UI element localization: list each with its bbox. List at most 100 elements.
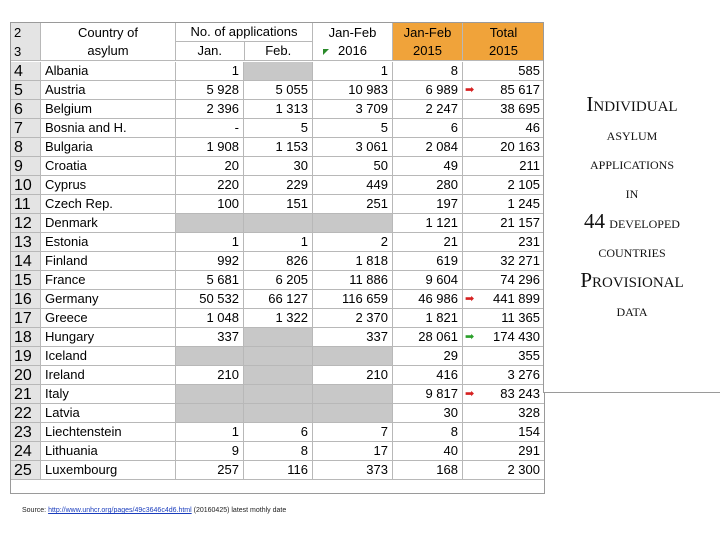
country-cell[interactable]: Italy xyxy=(41,385,176,404)
row-number[interactable]: 19 xyxy=(11,347,41,366)
janfeb-2016-cell[interactable]: 449 xyxy=(313,176,393,195)
country-cell[interactable]: Germany xyxy=(41,290,176,309)
janfeb-2015-cell[interactable]: 2 247 xyxy=(393,100,463,119)
feb-cell[interactable]: 1 xyxy=(244,233,313,252)
country-cell[interactable]: Albania xyxy=(41,62,176,81)
total-2015-cell[interactable]: 83 243 xyxy=(463,385,544,404)
total-2015-cell[interactable]: 154 xyxy=(463,423,544,442)
row-number[interactable]: 16 xyxy=(11,290,41,309)
jan-cell[interactable] xyxy=(176,404,244,423)
row-number-header[interactable]: 2 3 xyxy=(11,23,41,61)
row-number[interactable]: 14 xyxy=(11,252,41,271)
total-2015-cell[interactable]: 328 xyxy=(463,404,544,423)
janfeb-2016-cell[interactable]: 11 886 xyxy=(313,271,393,290)
row-number[interactable]: 10 xyxy=(11,176,41,195)
total-2015-cell[interactable]: 174 430 xyxy=(463,328,544,347)
country-cell[interactable]: Lithuania xyxy=(41,442,176,461)
jan-cell[interactable]: 992 xyxy=(176,252,244,271)
total-2015-cell[interactable]: 32 271 xyxy=(463,252,544,271)
country-header[interactable]: Country of asylum xyxy=(41,23,176,61)
janfeb-2015-cell[interactable]: 8 xyxy=(393,423,463,442)
jan-cell[interactable]: 1 908 xyxy=(176,138,244,157)
janfeb-2015-cell[interactable]: 416 xyxy=(393,366,463,385)
country-cell[interactable]: Belgium xyxy=(41,100,176,119)
country-cell[interactable]: Luxembourg xyxy=(41,461,176,480)
country-cell[interactable]: Bulgaria xyxy=(41,138,176,157)
total-2015-cell[interactable]: 46 xyxy=(463,119,544,138)
row-number[interactable]: 12 xyxy=(11,214,41,233)
row-number[interactable]: 8 xyxy=(11,138,41,157)
row-number[interactable]: 11 xyxy=(11,195,41,214)
janfeb-2016-cell[interactable]: 1 xyxy=(313,62,393,81)
row-number[interactable]: 17 xyxy=(11,309,41,328)
row-number[interactable]: 22 xyxy=(11,404,41,423)
feb-header[interactable]: Feb. xyxy=(265,43,292,58)
janfeb-2016-cell[interactable]: 50 xyxy=(313,157,393,176)
janfeb-2015-cell[interactable]: 8 xyxy=(393,62,463,81)
feb-cell[interactable]: 5 xyxy=(244,119,313,138)
janfeb-2015-cell[interactable]: 280 xyxy=(393,176,463,195)
applications-header[interactable]: No. of applications Jan. Feb. xyxy=(176,23,313,61)
janfeb-2015-cell[interactable]: 46 986 xyxy=(393,290,463,309)
feb-cell[interactable] xyxy=(244,347,313,366)
total-2015-header[interactable]: Total 2015 xyxy=(463,23,544,61)
feb-cell[interactable]: 30 xyxy=(244,157,313,176)
row-number[interactable]: 5 xyxy=(11,81,41,100)
feb-cell[interactable] xyxy=(244,404,313,423)
row-number[interactable]: 21 xyxy=(11,385,41,404)
total-2015-cell[interactable]: 585 xyxy=(463,62,544,81)
janfeb-2016-cell[interactable]: 17 xyxy=(313,442,393,461)
janfeb-2016-header[interactable]: Jan-Feb 2016 xyxy=(313,23,393,61)
country-cell[interactable]: Iceland xyxy=(41,347,176,366)
jan-cell[interactable]: 1 xyxy=(176,62,244,81)
total-2015-cell[interactable]: 85 617 xyxy=(463,81,544,100)
janfeb-2016-cell[interactable]: 10 983 xyxy=(313,81,393,100)
country-cell[interactable]: France xyxy=(41,271,176,290)
total-2015-cell[interactable]: 11 365 xyxy=(463,309,544,328)
janfeb-2016-cell[interactable]: 337 xyxy=(313,328,393,347)
country-cell[interactable]: Denmark xyxy=(41,214,176,233)
jan-cell[interactable]: 20 xyxy=(176,157,244,176)
country-cell[interactable]: Bosnia and H. xyxy=(41,119,176,138)
jan-cell[interactable]: 5 928 xyxy=(176,81,244,100)
feb-cell[interactable]: 8 xyxy=(244,442,313,461)
janfeb-2015-cell[interactable]: 49 xyxy=(393,157,463,176)
country-cell[interactable]: Hungary xyxy=(41,328,176,347)
janfeb-2016-cell[interactable]: 2 xyxy=(313,233,393,252)
total-2015-cell[interactable]: 231 xyxy=(463,233,544,252)
janfeb-2016-cell[interactable] xyxy=(313,347,393,366)
feb-cell[interactable]: 6 xyxy=(244,423,313,442)
janfeb-2015-cell[interactable]: 9 604 xyxy=(393,271,463,290)
total-2015-cell[interactable]: 74 296 xyxy=(463,271,544,290)
total-2015-cell[interactable]: 1 245 xyxy=(463,195,544,214)
feb-cell[interactable] xyxy=(244,214,313,233)
jan-cell[interactable]: 210 xyxy=(176,366,244,385)
country-cell[interactable]: Czech Rep. xyxy=(41,195,176,214)
row-number[interactable]: 9 xyxy=(11,157,41,176)
jan-cell[interactable]: 9 xyxy=(176,442,244,461)
janfeb-2016-cell[interactable] xyxy=(313,404,393,423)
row-number[interactable]: 15 xyxy=(11,271,41,290)
jan-cell[interactable]: 337 xyxy=(176,328,244,347)
janfeb-2016-cell[interactable] xyxy=(313,385,393,404)
row-number[interactable]: 7 xyxy=(11,119,41,138)
row-number[interactable]: 24 xyxy=(11,442,41,461)
row-number[interactable]: 23 xyxy=(11,423,41,442)
janfeb-2016-cell[interactable]: 373 xyxy=(313,461,393,480)
janfeb-2016-cell[interactable]: 210 xyxy=(313,366,393,385)
jan-cell[interactable]: 100 xyxy=(176,195,244,214)
feb-cell[interactable]: 66 127 xyxy=(244,290,313,309)
jan-cell[interactable] xyxy=(176,214,244,233)
total-2015-cell[interactable]: 291 xyxy=(463,442,544,461)
janfeb-2015-header[interactable]: Jan-Feb 2015 xyxy=(393,23,463,61)
row-number[interactable]: 6 xyxy=(11,100,41,119)
jan-cell[interactable]: 1 048 xyxy=(176,309,244,328)
row-number[interactable]: 20 xyxy=(11,366,41,385)
jan-header[interactable]: Jan. xyxy=(176,42,245,60)
janfeb-2015-cell[interactable]: 1 821 xyxy=(393,309,463,328)
source-link[interactable]: http://www.unhcr.org/pages/49c3646c4d6.h… xyxy=(48,507,192,514)
jan-cell[interactable]: 1 xyxy=(176,233,244,252)
janfeb-2016-cell[interactable]: 3 709 xyxy=(313,100,393,119)
row-number[interactable]: 25 xyxy=(11,461,41,480)
total-2015-cell[interactable]: 211 xyxy=(463,157,544,176)
